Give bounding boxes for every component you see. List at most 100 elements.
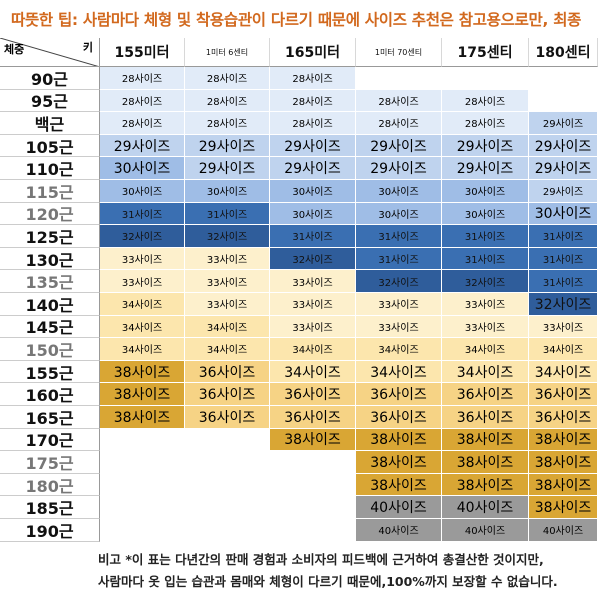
size-cell: 33사이즈 [356,293,442,316]
size-cell: 40사이즈 [356,496,442,519]
row-weight-label: 145근 [0,315,100,339]
size-cell: 36사이즈 [270,406,356,429]
size-cell: 33사이즈 [100,247,185,271]
size-cell: 34사이즈 [356,338,442,361]
size-cell: 38사이즈 [529,473,598,497]
size-cell: 36사이즈 [356,406,442,429]
tip-banner: 따뜻한 팁: 사람마다 체형 및 착용습관이 다르기 때문에 사이즈 추천은 참… [0,0,598,38]
size-cell: 29사이즈 [442,134,529,158]
size-cell: 28사이즈 [185,89,270,113]
size-cell [529,89,598,113]
size-cell: 34사이즈 [185,338,270,361]
size-cell: 29사이즈 [270,134,356,158]
size-cell: 30사이즈 [356,202,442,226]
size-cell: 31사이즈 [356,225,442,248]
size-cell [442,67,529,90]
size-cell: 28사이즈 [270,67,356,90]
size-cell: 32사이즈 [185,225,270,248]
row-weight-label: 105근 [0,134,100,158]
size-cell: 36사이즈 [442,406,529,429]
size-cell: 34사이즈 [100,315,185,339]
column-header: 155미터 [100,38,185,67]
corner-diagonal-line [0,38,99,66]
footer-note: 비고 *이 표는 다년간의 판매 경험과 소비자의 피드백에 근거하여 총결산한… [0,544,598,598]
size-cell: 34사이즈 [442,338,529,361]
size-cell: 33사이즈 [185,247,270,271]
row-weight-label: 180근 [0,473,100,497]
size-cell: 28사이즈 [185,112,270,135]
size-cell: 34사이즈 [270,338,356,361]
size-cell: 29사이즈 [185,134,270,158]
size-cell: 34사이즈 [100,338,185,361]
size-cell [185,473,270,497]
size-cell: 30사이즈 [442,180,529,203]
size-cell: 28사이즈 [100,89,185,113]
column-header: 1미터 70센티 [356,38,442,67]
size-cell: 29사이즈 [356,157,442,180]
size-cell: 31사이즈 [270,225,356,248]
size-cell: 32사이즈 [100,225,185,248]
size-cell [270,451,356,474]
size-cell [100,473,185,497]
size-cell: 33사이즈 [270,315,356,339]
size-cell [100,496,185,519]
tip-banner-text: 따뜻한 팁: 사람마다 체형 및 착용습관이 다르기 때문에 사이즈 추천은 참… [11,11,582,29]
size-cell: 31사이즈 [442,225,529,248]
row-weight-label: 95근 [0,89,100,113]
size-cell: 34사이즈 [270,360,356,384]
size-cell: 32사이즈 [442,270,529,293]
row-weight-label: 135근 [0,270,100,293]
size-cell: 33사이즈 [356,315,442,339]
size-cell [185,496,270,519]
row-weight-label: 185근 [0,496,100,519]
size-cell: 34사이즈 [442,360,529,384]
size-cell: 38사이즈 [442,473,529,497]
row-weight-label: 160근 [0,383,100,406]
size-cell: 36사이즈 [356,383,442,406]
size-chart-table: 체중 키 155미터 1미터 6센티 165미터 1미터 70센티 175센티 180센티 90… [0,38,598,544]
size-cell: 38사이즈 [100,406,185,429]
size-cell [270,473,356,497]
row-weight-label: 115근 [0,180,100,203]
size-cell: 36사이즈 [185,383,270,406]
size-cell: 33사이즈 [442,293,529,316]
size-cell: 33사이즈 [442,315,529,339]
size-cell: 28사이즈 [356,89,442,113]
size-cell: 29사이즈 [356,134,442,158]
size-cell: 28사이즈 [100,67,185,90]
row-weight-label: 125근 [0,225,100,248]
row-weight-label: 150근 [0,338,100,361]
size-cell: 33사이즈 [270,293,356,316]
size-cell [185,428,270,452]
size-cell: 33사이즈 [529,315,598,339]
size-cell: 33사이즈 [185,270,270,293]
size-cell: 33사이즈 [100,270,185,293]
size-cell: 30사이즈 [442,202,529,226]
table-corner-header: 체중 키 [0,38,100,67]
size-cell: 34사이즈 [100,293,185,316]
size-cell: 30사이즈 [270,202,356,226]
size-cell: 36사이즈 [185,360,270,384]
row-weight-label: 155근 [0,360,100,384]
size-cell: 30사이즈 [356,180,442,203]
size-cell: 40사이즈 [529,519,598,542]
size-cell: 40사이즈 [442,496,529,519]
size-cell: 28사이즈 [442,89,529,113]
size-cell: 38사이즈 [356,428,442,452]
size-cell: 34사이즈 [185,315,270,339]
size-cell: 36사이즈 [529,406,598,429]
size-cell: 38사이즈 [356,451,442,474]
footer-line-2: 사람마다 옷 입는 습관과 몸매와 체형이 다르기 때문에,100%까지 보장할… [98,574,558,589]
column-header: 175센티 [442,38,529,67]
height-axis-label: 키 [82,41,93,54]
column-header: 180센티 [529,38,598,67]
size-cell: 38사이즈 [529,496,598,519]
size-cell: 36사이즈 [270,383,356,406]
row-weight-label: 170근 [0,428,100,452]
size-cell: 30사이즈 [529,202,598,226]
size-cell: 28사이즈 [270,112,356,135]
size-cell: 31사이즈 [529,225,598,248]
size-cell: 29사이즈 [270,157,356,180]
size-cell: 29사이즈 [100,134,185,158]
size-cell: 40사이즈 [442,519,529,542]
